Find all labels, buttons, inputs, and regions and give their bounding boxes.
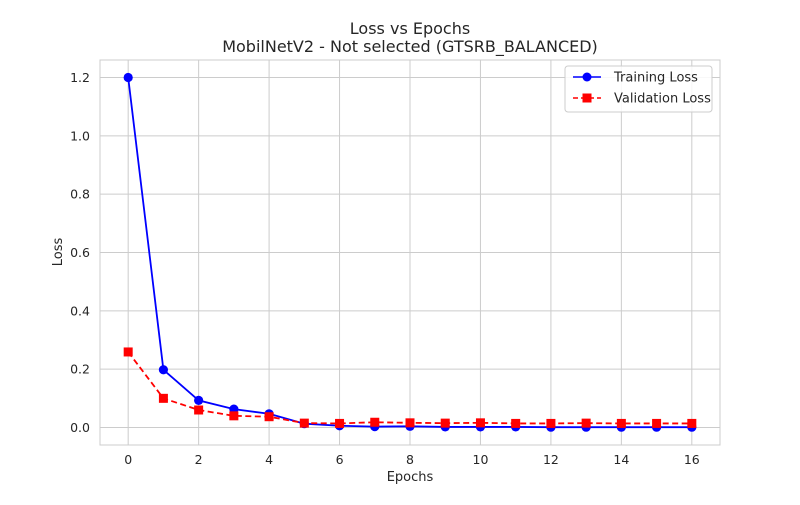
validation-loss-point: [687, 418, 697, 428]
validation-loss-point: [123, 347, 133, 357]
y-tick-label: 0.0: [70, 420, 90, 435]
legend-box: [564, 65, 713, 113]
y-axis-label: Loss: [51, 238, 66, 267]
validation-loss-point: [581, 418, 591, 428]
validation-loss-point: [264, 412, 274, 422]
y-tick-label: 0.8: [70, 187, 90, 202]
x-tick-label: 2: [195, 452, 203, 467]
x-tick-label: 10: [473, 452, 489, 467]
training-loss-point: [158, 365, 169, 375]
y-tick-label: 0.4: [70, 303, 90, 318]
x-tick-label: 8: [406, 452, 414, 467]
validation-loss-point: [440, 418, 450, 428]
validation-loss-point: [370, 417, 380, 427]
series-validation-loss: [123, 347, 697, 428]
chart-title: Loss vs Epochs: [350, 19, 470, 38]
tick-labels: 0 2 4 6 8 10 12 14 16 0.0 0.2 0.4 0.6 0.8 1.0 1.2: [70, 70, 700, 467]
plot-frame: [99, 59, 721, 446]
training-loss-point: [194, 395, 204, 405]
validation-loss-point: [546, 418, 556, 428]
x-tick-label: 16: [684, 452, 700, 467]
x-tick-label: 0: [124, 452, 132, 467]
y-tick-label: 1.2: [70, 70, 90, 85]
validation-loss-point: [299, 418, 309, 428]
series-group: [123, 72, 697, 432]
validation-loss-point: [652, 418, 662, 428]
x-tick-label: 12: [543, 452, 559, 467]
x-tick-label: 6: [336, 452, 344, 467]
validation-loss-point: [335, 418, 345, 428]
validation-loss-point: [616, 418, 626, 428]
legend: Training Loss Validation Loss: [564, 65, 713, 113]
legend-label-training: Training Loss: [613, 71, 698, 86]
validation-loss-point: [511, 418, 521, 428]
x-tick-label: 14: [613, 452, 629, 467]
validation-loss-point: [405, 418, 415, 428]
legend-marker-training: [582, 72, 592, 82]
y-tick-label: 0.2: [70, 362, 90, 377]
training-loss-point: [123, 72, 133, 83]
legend-marker-validation: [582, 93, 592, 103]
grid-lines: [100, 60, 720, 445]
x-tick-label: 4: [265, 452, 273, 467]
chart-subtitle: MobilNetV2 - Not selected (GTSRB_BALANCE…: [222, 37, 598, 57]
legend-label-validation: Validation Loss: [614, 92, 711, 107]
y-tick-label: 1.0: [70, 128, 90, 143]
validation-loss-point: [158, 393, 168, 403]
validation-loss-point: [475, 418, 485, 428]
validation-loss-point: [194, 405, 204, 415]
validation-loss-point: [229, 411, 239, 421]
x-axis-label: Epochs: [387, 470, 434, 485]
y-tick-label: 0.6: [70, 245, 90, 260]
